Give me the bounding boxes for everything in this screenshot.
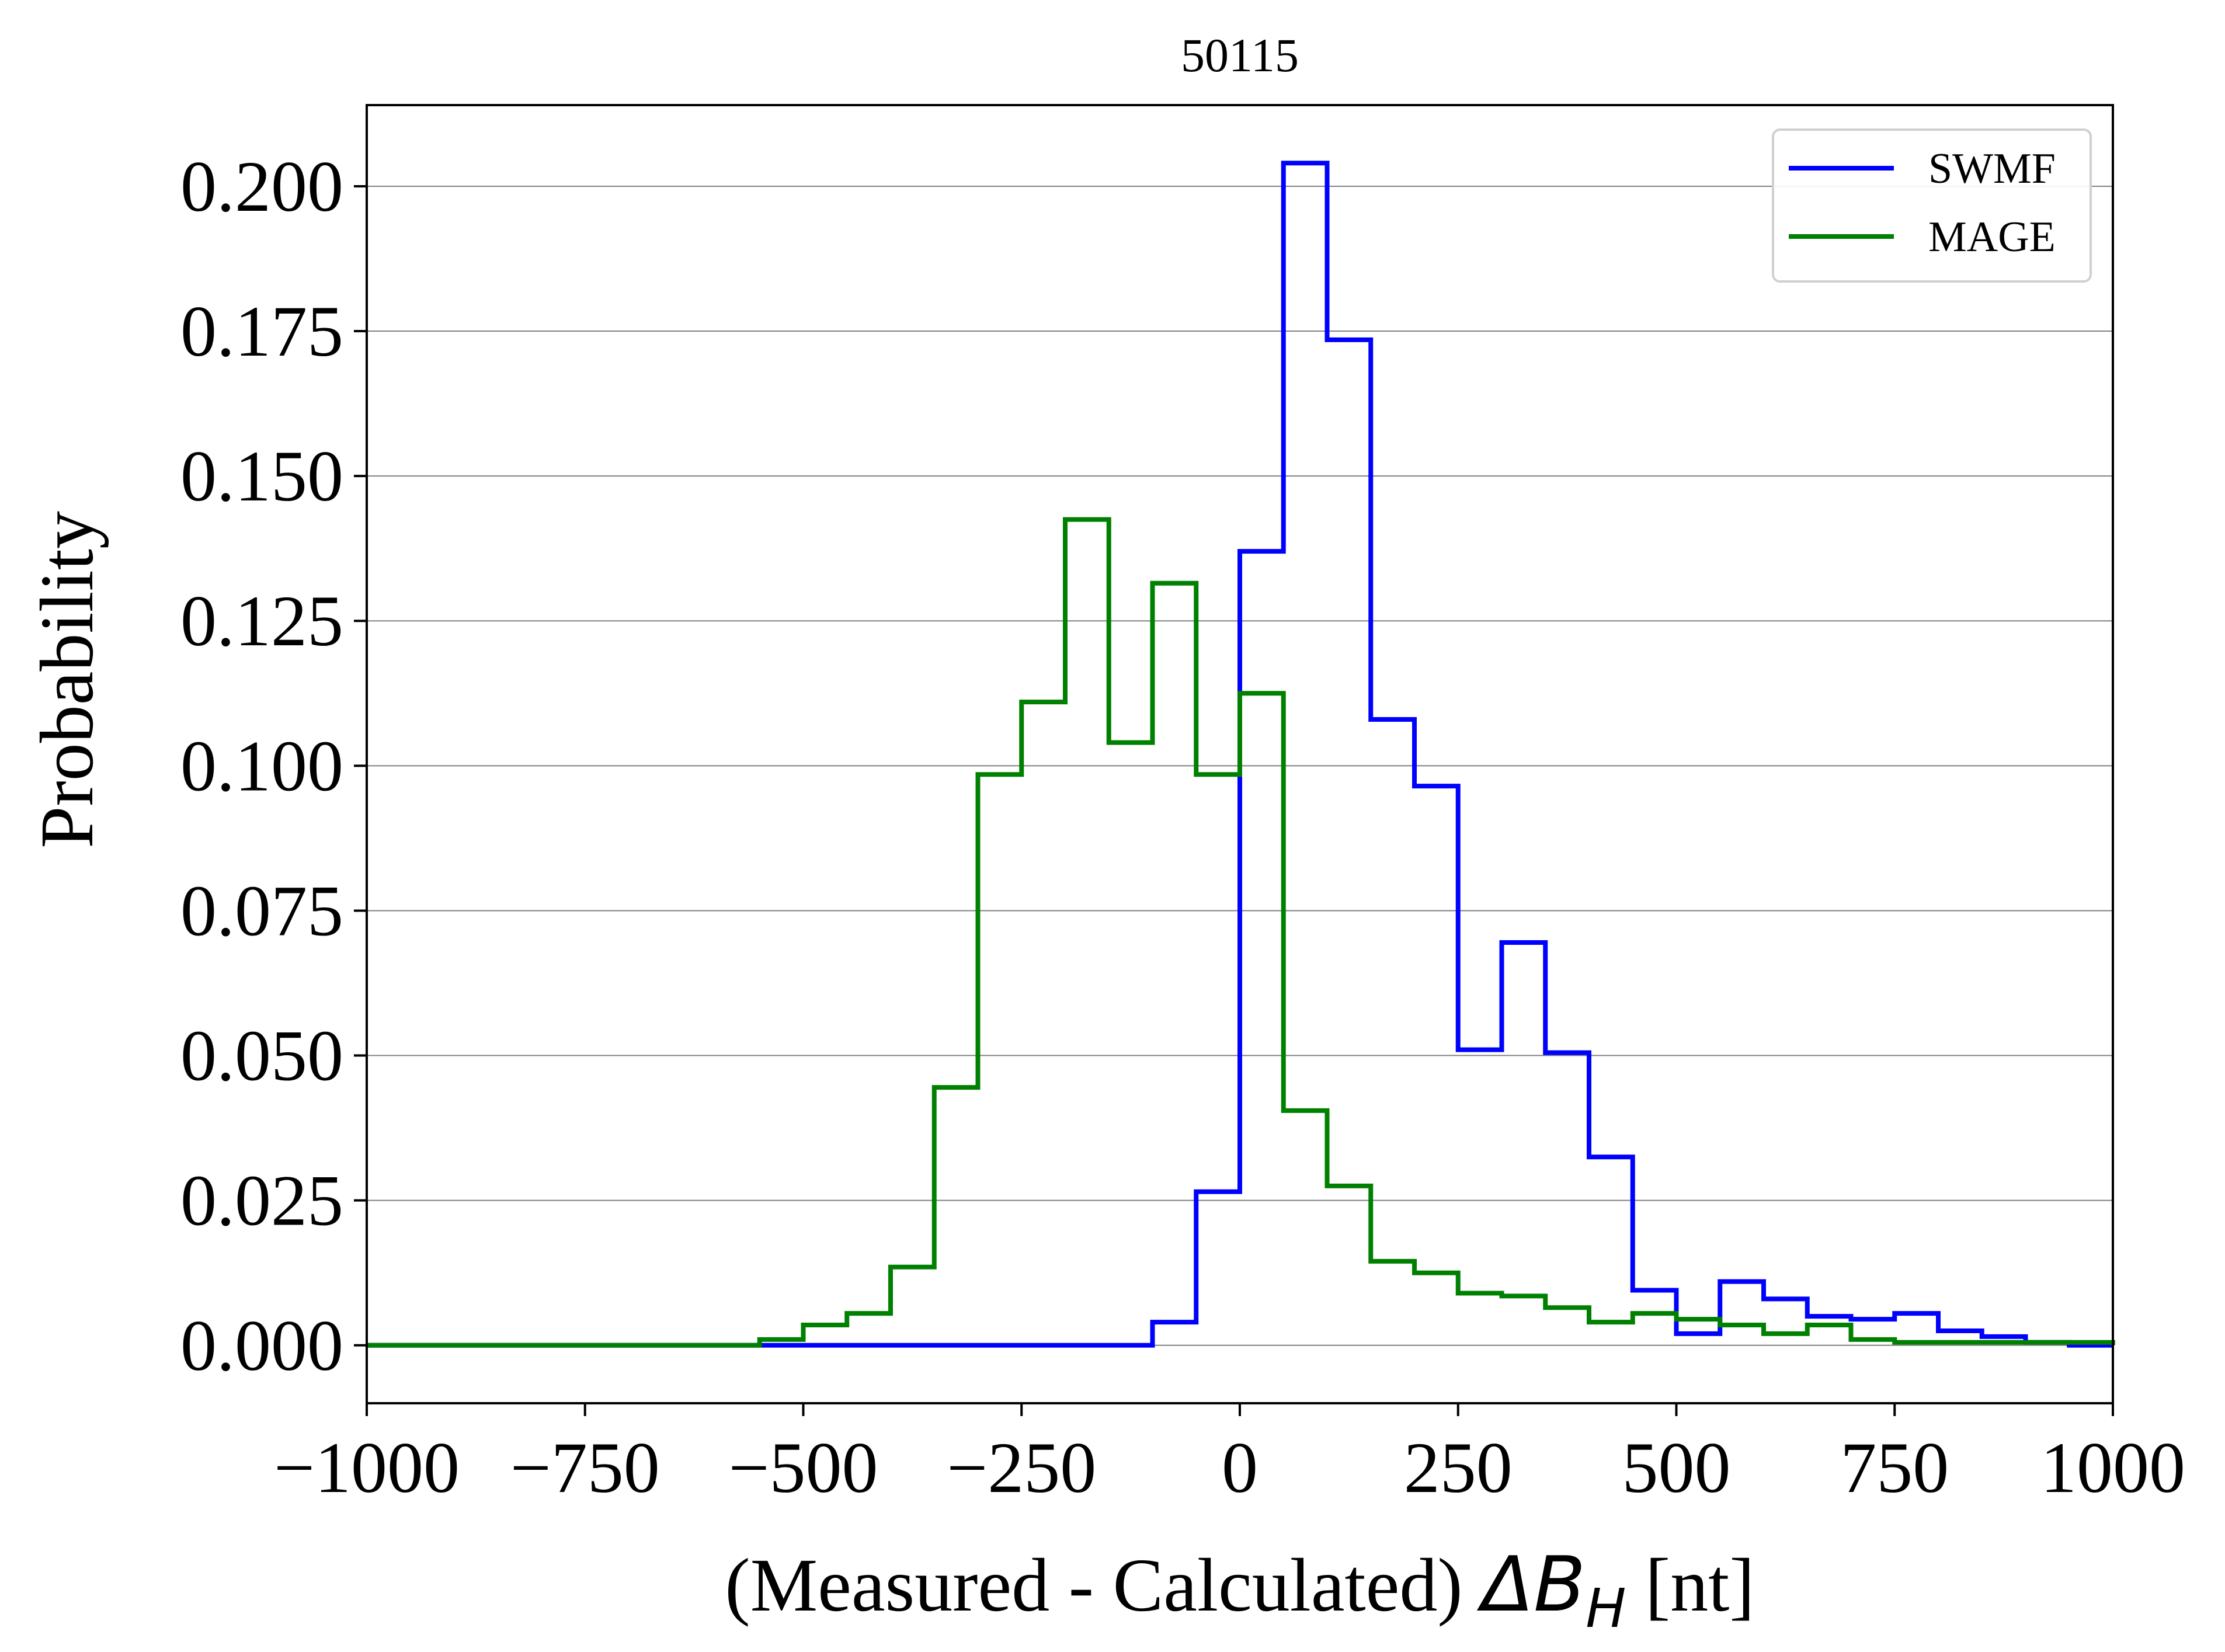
x-tick-label: 500 [1622,1428,1731,1508]
y-tick-label: 0.050 [180,1016,343,1096]
series-swmf-step-line [367,161,2113,1348]
y-tick-label: 0.000 [180,1306,343,1386]
y-tick-label: 0.100 [180,726,343,806]
legend-label-mage: MAGE [1928,213,2056,261]
series-mage-step-line [367,517,2115,1348]
y-tick-label: 0.125 [180,581,343,661]
legend: SWMF MAGE [1772,128,2092,283]
x-axis-title-symbol: ΔB [1476,1540,1586,1629]
x-tick-label: −750 [510,1428,660,1508]
x-axis-ticks: −1000 −750 −500 −250 0 250 500 750 1000 [274,1403,2185,1508]
x-axis-title-subscript: H [1586,1577,1626,1640]
x-axis-title-suffix: [nt] [1626,1543,1754,1627]
x-tick-label: 1000 [2040,1428,2185,1508]
x-tick-label: 250 [1404,1428,1513,1508]
x-tick-label: 0 [1222,1428,1258,1508]
y-tick-label: 0.200 [180,147,343,227]
x-axis-title-prefix: (Measured - Calculated) [725,1543,1482,1627]
series-layer [367,161,2115,1348]
x-tick-label: −500 [729,1428,878,1508]
y-tick-label: 0.075 [180,871,343,951]
x-tick-label: −250 [947,1428,1096,1508]
chart-title: 50115 [1181,29,1299,82]
y-tick-label: 0.025 [180,1161,343,1241]
y-axis-title: Probability [25,511,109,848]
x-tick-label: −1000 [274,1428,460,1508]
x-tick-label: 750 [1840,1428,1949,1508]
x-axis-title: (Measured - Calculated) ΔBH [nt] [725,1540,1754,1640]
y-tick-label: 0.150 [180,436,343,516]
y-tick-label: 0.175 [180,291,343,371]
y-axis-ticks: 0.000 0.025 0.050 0.075 0.100 0.125 0.150 0.175… [180,147,367,1386]
legend-label-swmf: SWMF [1928,145,2056,193]
